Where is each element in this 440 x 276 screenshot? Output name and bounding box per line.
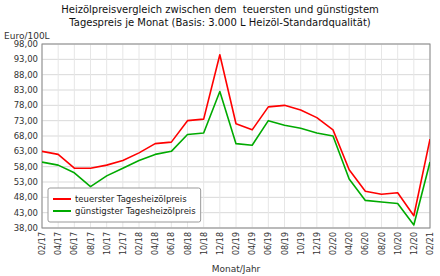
x-tick-label: 08/19 xyxy=(281,232,290,255)
y-tick-label: 48,00 xyxy=(14,192,38,202)
lines xyxy=(42,55,430,225)
x-tick-label: 06/19 xyxy=(264,232,273,255)
x-grid-line xyxy=(397,44,398,228)
y-tick-label: 43,00 xyxy=(14,208,38,218)
x-tick-label: 02/19 xyxy=(232,232,241,255)
x-tick-label: 12/19 xyxy=(313,232,322,255)
x-tick-label: 08/17 xyxy=(87,232,96,255)
x-grid-line xyxy=(349,44,350,228)
y-tick-label: 53,00 xyxy=(14,177,38,187)
x-tick-label: 06/20 xyxy=(361,232,370,255)
y-tick-label: 63,00 xyxy=(14,146,38,156)
legend: teuerster Tagesheizölpreis günstigster Ta… xyxy=(48,188,201,222)
grid xyxy=(42,44,430,228)
y-tick-label: 68,00 xyxy=(14,131,38,141)
y-tick-label: 38,00 xyxy=(14,223,38,233)
legend-box xyxy=(48,188,201,222)
x-tick-label: 10/18 xyxy=(200,232,209,255)
x-grid-line xyxy=(413,44,414,228)
x-tick-label: 12/20 xyxy=(410,232,419,255)
x-axis-label: Monat/Jahr xyxy=(212,264,261,274)
x-grid-line xyxy=(236,44,237,228)
x-grid-line xyxy=(381,44,382,228)
x-tick-label: 02/18 xyxy=(135,232,144,255)
x-tick-label: 04/19 xyxy=(248,232,257,255)
legend-label: günstigster Tagesheizölpreis xyxy=(75,206,196,216)
y-tick-label: 93,00 xyxy=(14,54,38,64)
x-grid-line xyxy=(219,44,220,228)
x-grid-line xyxy=(300,44,301,228)
x-tick-label: 02/17 xyxy=(38,232,47,255)
x-tick-label: 04/18 xyxy=(151,232,160,255)
x-grid-line xyxy=(284,44,285,228)
x-tick-label: 10/19 xyxy=(297,232,306,255)
x-grid-line xyxy=(268,44,269,228)
x-tick-label: 10/20 xyxy=(394,232,403,255)
series-line xyxy=(42,92,430,225)
y-tick-label: 58,00 xyxy=(14,162,38,172)
y-tick-label: 83,00 xyxy=(14,85,38,95)
x-grid-line xyxy=(203,44,204,228)
y-tick-label: 73,00 xyxy=(14,116,38,126)
title: Heizölpreisvergleich zwischen dem teuers… xyxy=(61,4,379,15)
x-tick-label: 02/21 xyxy=(426,232,435,255)
x-tick-label: 10/17 xyxy=(103,232,112,255)
plot-frame xyxy=(42,44,430,228)
x-grid-line xyxy=(316,44,317,228)
x-tick-label: 08/20 xyxy=(378,232,387,255)
subtitle: Tagespreis je Monat (Basis: 3.000 L Heiz… xyxy=(68,17,371,28)
x-tick-label: 04/17 xyxy=(54,232,63,255)
x-tick-label: 02/20 xyxy=(329,232,338,255)
x-tick-label: 12/18 xyxy=(216,232,225,255)
x-tick-label: 04/20 xyxy=(345,232,354,255)
x-tick-label: 06/18 xyxy=(167,232,176,255)
x-tick-label: 06/17 xyxy=(70,232,79,255)
plot-area xyxy=(42,44,430,228)
y-tick-label: 78,00 xyxy=(14,100,38,110)
x-tick-label: 08/18 xyxy=(184,232,193,255)
y-tick-label: 88,00 xyxy=(14,70,38,80)
y-axis-label: Euro/100L xyxy=(4,31,50,41)
x-tick-label: 12/17 xyxy=(119,232,128,255)
legend-swatch xyxy=(53,198,71,200)
chart: 38,00 43,00 48,00 53,00 58,00 63,00 68,00 73,00… xyxy=(0,0,440,276)
x-grid-line xyxy=(252,44,253,228)
legend-swatch xyxy=(53,210,71,212)
legend-label: teuerster Tagesheizölpreis xyxy=(75,194,187,204)
